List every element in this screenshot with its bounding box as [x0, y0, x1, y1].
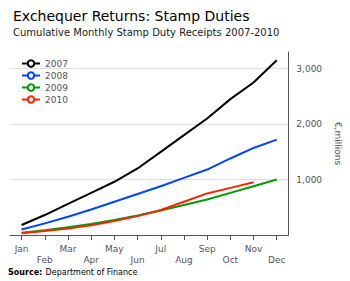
svg-text:Exchequer Returns: Stamp Dutie: Exchequer Returns: Stamp Duties	[13, 8, 249, 24]
svg-text:2008: 2008	[45, 71, 68, 81]
svg-text:May: May	[105, 244, 124, 254]
svg-text:Dec: Dec	[268, 255, 285, 265]
svg-text:Sep: Sep	[199, 244, 216, 254]
svg-text:Aug: Aug	[175, 255, 193, 265]
svg-text:2,000: 2,000	[296, 119, 322, 129]
svg-text:2009: 2009	[45, 83, 68, 93]
svg-text:Feb: Feb	[37, 255, 53, 265]
svg-text:Jan: Jan	[14, 244, 29, 254]
svg-text:Mar: Mar	[59, 244, 76, 254]
svg-text:Cumulative Monthly Stamp Duty: Cumulative Monthly Stamp Duty Receipts 2…	[13, 27, 279, 38]
svg-text:Nov: Nov	[245, 244, 263, 254]
svg-text:Jun: Jun	[130, 255, 145, 265]
svg-text:Oct: Oct	[223, 255, 239, 265]
svg-text:€,millions: €,millions	[333, 122, 343, 166]
svg-text:3,000: 3,000	[296, 64, 322, 74]
svg-text:Source:: Source:	[8, 268, 42, 277]
svg-text:Apr: Apr	[83, 255, 99, 265]
svg-text:Department of Finance: Department of Finance	[46, 268, 138, 277]
svg-text:1,000: 1,000	[296, 175, 322, 185]
svg-text:2010: 2010	[45, 95, 68, 105]
svg-text:2007: 2007	[45, 59, 68, 69]
svg-text:Jul: Jul	[154, 244, 166, 254]
